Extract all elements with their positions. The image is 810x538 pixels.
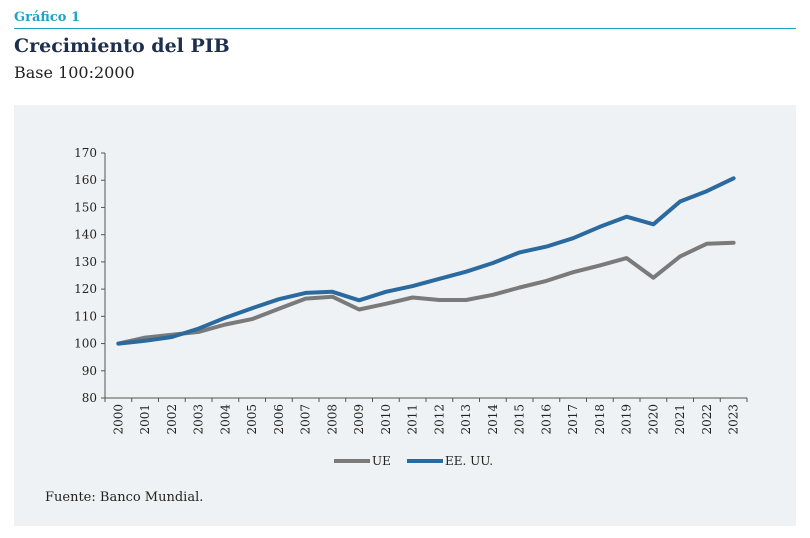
x-tick-label: 2020 <box>646 404 660 435</box>
source-note: Fuente: Banco Mundial. <box>45 490 204 505</box>
y-tick-label: 90 <box>82 364 97 378</box>
series-lines <box>116 176 736 346</box>
x-tick-label: 2002 <box>165 404 179 435</box>
x-tick-label: 2003 <box>192 404 206 435</box>
figure-label: Gráfico 1 <box>14 10 80 25</box>
x-tick-label: 2010 <box>379 404 393 435</box>
y-tick-label: 100 <box>74 337 97 351</box>
x-tick-label: 2004 <box>218 404 232 435</box>
x-tick-label: 2013 <box>459 404 473 435</box>
line-chart: 80 90 100 110 120 130 140 150 160 170 2000 2001 2002… <box>74 146 748 468</box>
x-tick-label: 2015 <box>513 404 527 435</box>
y-tick-label: 120 <box>74 282 97 296</box>
legend-label-ue: UE <box>372 454 391 468</box>
legend-label-ee-uu: EE. UU. <box>445 454 493 468</box>
x-tick-label: 2014 <box>486 404 500 435</box>
x-tick-label: 2008 <box>325 404 339 435</box>
x-tick-label: 2006 <box>272 404 286 435</box>
x-tick-label: 2007 <box>299 404 313 435</box>
x-tick-label: 2018 <box>593 404 607 435</box>
x-tick-label: 2017 <box>566 404 580 435</box>
x-tick-label: 2000 <box>111 404 125 435</box>
chart-title: Crecimiento del PIB <box>14 35 230 57</box>
series-line-ee-uu <box>116 176 736 346</box>
y-tick-label: 80 <box>82 391 97 405</box>
y-tick-label: 110 <box>74 309 97 323</box>
y-tick-label: 160 <box>74 173 97 187</box>
chart-panel: 80 90 100 110 120 130 140 150 160 170 2000 2001 2002… <box>14 105 796 526</box>
x-tick-label: 2023 <box>727 404 741 435</box>
y-tick-label: 170 <box>74 146 97 160</box>
x-tick-label: 2021 <box>673 404 687 435</box>
x-tick-label: 2022 <box>700 404 714 435</box>
y-tick-label: 130 <box>74 255 97 269</box>
top-rule <box>14 28 796 29</box>
x-tick-label: 2009 <box>352 404 366 435</box>
series-line-ue <box>116 240 736 346</box>
x-tick-label: 2011 <box>406 404 420 435</box>
x-tick-label: 2016 <box>539 404 553 435</box>
y-tick-label: 150 <box>74 200 97 214</box>
y-tick-label: 140 <box>74 228 97 242</box>
chart-subtitle: Base 100:2000 <box>14 63 135 82</box>
x-tick-label: 2019 <box>620 404 634 435</box>
legend: UE EE. UU. <box>334 454 493 468</box>
x-tick-label: 2005 <box>245 404 259 435</box>
axes: 80 90 100 110 120 130 140 150 160 170 2000 2001 2002… <box>74 146 748 435</box>
x-tick-label: 2012 <box>432 404 446 435</box>
x-tick-label: 2001 <box>138 404 152 435</box>
